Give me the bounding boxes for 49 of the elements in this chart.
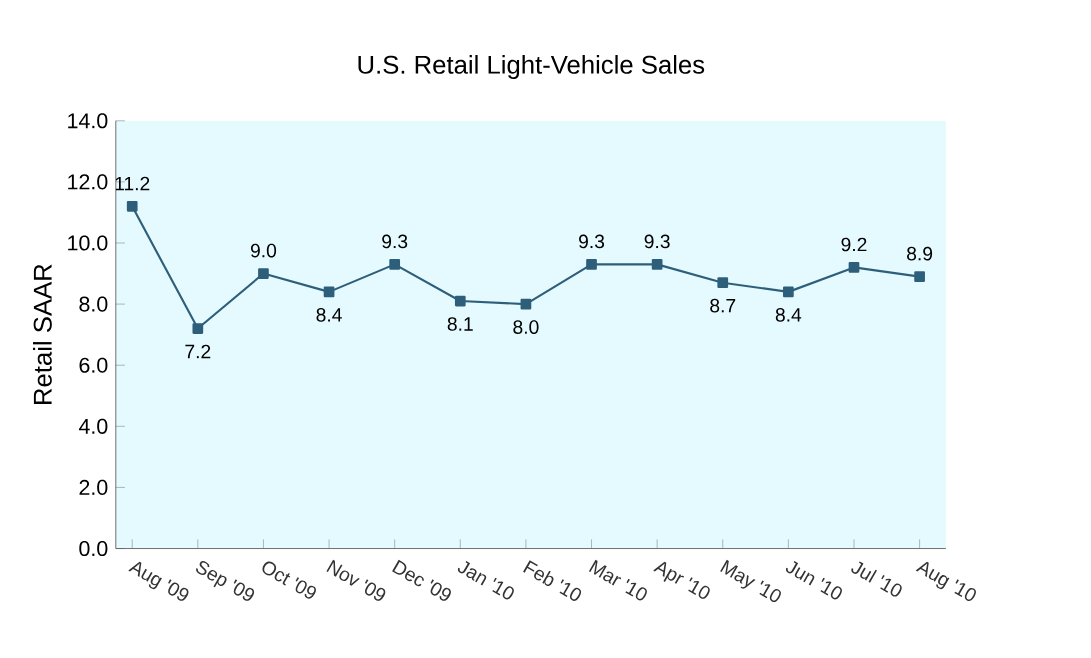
data-label: 8.7 <box>710 298 736 313</box>
point <box>717 277 729 288</box>
x-tick-label: Nov '09 <box>326 559 386 601</box>
data-label: 7.2 <box>185 344 211 359</box>
point <box>586 258 597 270</box>
data-label: 11.2 <box>115 176 150 191</box>
point <box>848 261 860 273</box>
x-tick-label: Sep '09 <box>196 560 255 601</box>
data-label: 9.3 <box>579 234 605 249</box>
y-tick-label: 2.0 <box>79 479 108 495</box>
point <box>783 286 794 298</box>
y-tick-label: 8.0 <box>79 296 108 312</box>
data-label: 8.0 <box>513 320 539 334</box>
data-label: 8.4 <box>316 307 342 322</box>
point <box>126 200 138 212</box>
data-label: 8.1 <box>447 317 473 331</box>
x-tick-label: Jul '10 <box>851 561 902 597</box>
point <box>651 258 663 270</box>
x-tick-label: Jun '10 <box>785 560 842 600</box>
point <box>454 295 466 307</box>
x-tick-label: Apr '10 <box>653 561 710 599</box>
y-tick-label: 10.0 <box>68 235 108 251</box>
point <box>389 258 401 270</box>
x-tick-label: Mar '10 <box>588 559 647 601</box>
y-tick-label: 12.0 <box>68 174 108 190</box>
y-tick-label: 6.0 <box>79 357 108 373</box>
y-tick-label: 0.0 <box>79 540 108 556</box>
data-label: 8.9 <box>907 246 933 261</box>
data-label: 9.3 <box>382 234 408 249</box>
point <box>323 286 335 298</box>
x-tick-label: Aug '10 <box>915 561 976 601</box>
x-tick-label: Feb '10 <box>523 560 582 601</box>
x-tick-label: Oct '09 <box>262 561 316 599</box>
point <box>520 298 532 310</box>
x-tick-label: Aug '09 <box>128 561 189 601</box>
y-tick-label: 14.0 <box>68 113 108 129</box>
x-tick-label: Dec '09 <box>392 559 451 601</box>
data-label: 8.4 <box>775 307 802 322</box>
chart-title: U.S. Retail Light-Vehicle Sales <box>358 54 705 79</box>
x-tick-label: Jan '10 <box>457 560 514 600</box>
x-tick-label: May '10 <box>720 559 781 602</box>
point <box>192 323 204 334</box>
data-label: 9.3 <box>644 234 670 249</box>
point <box>258 268 269 279</box>
y-tick-label: 4.0 <box>78 418 108 434</box>
data-label: 9.2 <box>841 237 867 252</box>
y-axis-title: Retail SAAR <box>32 264 52 404</box>
data-label: 9.0 <box>250 243 277 258</box>
point <box>914 271 925 282</box>
